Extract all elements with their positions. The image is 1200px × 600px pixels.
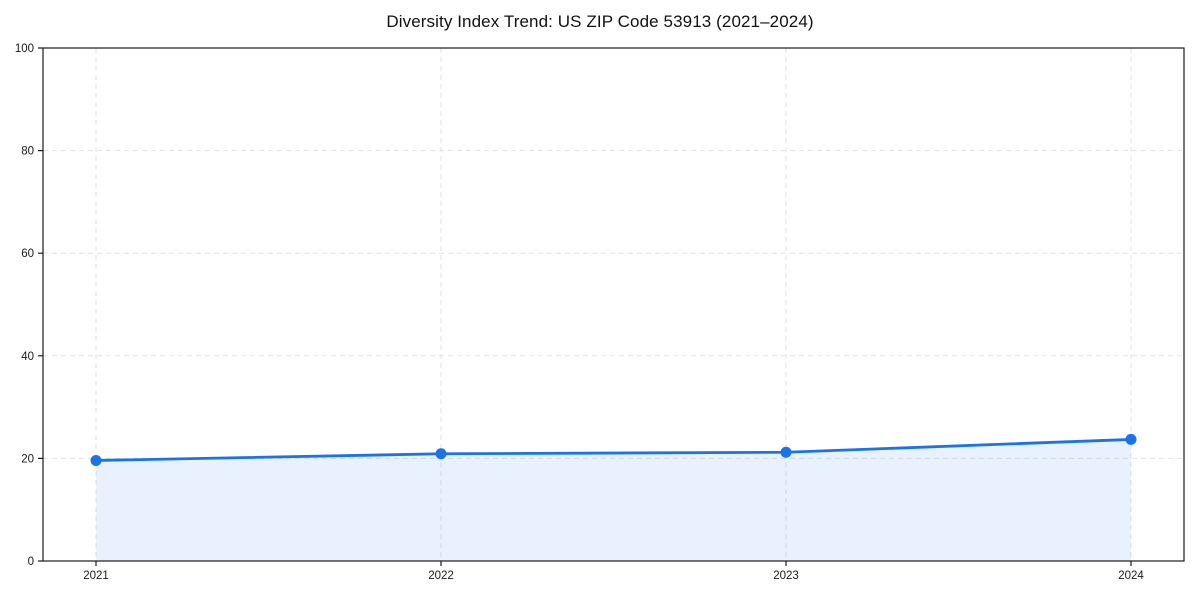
- data-point-2023[interactable]: [780, 446, 792, 458]
- data-point-2024[interactable]: [1125, 433, 1137, 445]
- y-tick-label: 100: [15, 43, 34, 55]
- x-tick-label: 2022: [428, 570, 454, 582]
- x-tick-label: 2021: [83, 570, 109, 582]
- y-tick-label: 20: [21, 453, 34, 465]
- y-tick-label: 60: [21, 248, 34, 260]
- data-point-2021[interactable]: [90, 454, 102, 466]
- y-tick-label: 80: [21, 146, 34, 158]
- data-point-2022[interactable]: [435, 448, 447, 460]
- x-tick-label: 2024: [1118, 570, 1144, 582]
- area-fill: [96, 439, 1131, 561]
- y-tick-label: 0: [28, 556, 34, 568]
- plot-frame: [42, 47, 1185, 562]
- trend-line: [94, 438, 1133, 462]
- x-tick-label: 2023: [773, 570, 799, 582]
- y-tick-label: 40: [21, 351, 34, 363]
- chart-title: Diversity Index Trend: US ZIP Code 53913…: [386, 12, 814, 31]
